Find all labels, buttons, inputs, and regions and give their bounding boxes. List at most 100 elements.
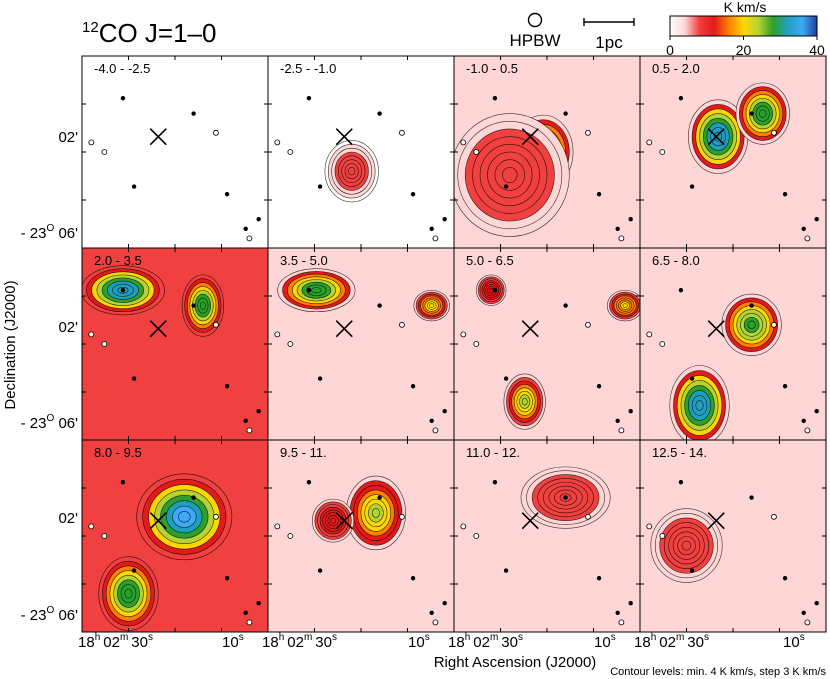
emission-contour: [681, 540, 692, 551]
panel-ticks: [82, 56, 268, 248]
star-marker-open: [246, 235, 253, 242]
star-marker-filled: [678, 480, 684, 485]
star-marker-open: [646, 523, 653, 530]
star-marker-open: [646, 331, 653, 338]
star-marker-filled: [224, 384, 230, 389]
star-marker-open: [399, 513, 405, 520]
channel-panels-grid: -4.0 - -2.5 -2.5 - -1.0 -1.0 - 0.5 0.5 - 2.…: [81, 55, 827, 633]
star-marker-open: [618, 427, 625, 434]
star-marker-filled: [243, 226, 248, 231]
emission-contour: [330, 517, 337, 524]
star-marker-filled: [306, 288, 312, 293]
title-molecule-line: CO J=1–0: [99, 18, 217, 48]
star-marker-filled: [814, 409, 819, 414]
emission-contour: [429, 303, 435, 308]
channel-panel: 8.0 - 9.5: [81, 439, 269, 633]
star-marker-open: [585, 129, 591, 136]
star-marker-open: [88, 139, 95, 146]
x-tick-18h02m30s: 18h 02m 30s: [78, 632, 153, 651]
star-marker-filled: [678, 288, 684, 293]
star-marker-open: [399, 129, 405, 136]
star-marker-open: [771, 321, 777, 328]
star-marker-filled: [410, 192, 416, 197]
panel-velocity-range: 12.5 - 14.: [652, 445, 707, 460]
star-marker-filled: [131, 184, 137, 189]
star-marker-filled: [317, 568, 323, 573]
star-marker-open: [804, 619, 811, 626]
star-marker-filled: [492, 96, 498, 101]
star-marker-open: [213, 321, 219, 328]
x-tick-18h02m30s: 18h 02m 30s: [448, 632, 523, 651]
panel-ticks: [268, 56, 454, 248]
star-marker-open: [432, 235, 439, 242]
x-tick-10s: 10s: [222, 632, 244, 651]
figure-title: 12CO J=1–0: [82, 18, 216, 48]
star-marker-filled: [191, 303, 196, 308]
star-marker-filled: [689, 376, 695, 381]
emission-contour: [489, 288, 494, 293]
star-marker-filled: [224, 576, 230, 581]
star-marker-filled: [814, 601, 819, 606]
x-tick-18h02m30s: 18h 02m 30s: [262, 632, 337, 651]
cross-marker-icon: [521, 320, 539, 338]
star-marker-filled: [120, 96, 126, 101]
y-tick-minus23-06: - 23O 06': [21, 413, 78, 432]
contour-levels-footnote: Contour levels: min. 4 K km/s, step 3 K …: [610, 666, 826, 678]
emission-contour: [178, 511, 191, 523]
cross-marker-icon: [707, 320, 725, 338]
emission-contour: [311, 287, 322, 294]
star-marker-open: [287, 149, 294, 155]
cross-marker-icon: [335, 128, 353, 146]
star-marker-filled: [317, 184, 323, 189]
channel-panel: 6.5 - 8.0: [639, 247, 827, 441]
panel-ticks: [82, 248, 268, 440]
y-axis-label: Declination (J2000): [2, 280, 19, 409]
panel-background: [454, 248, 640, 440]
emission-contour: [714, 131, 723, 142]
star-marker-open: [101, 341, 108, 347]
star-marker-filled: [782, 576, 788, 581]
star-marker-filled: [503, 568, 509, 573]
panel-velocity-range: 9.5 - 11.: [280, 445, 327, 460]
emission-contour: [348, 167, 356, 176]
channel-panel: -1.0 - 0.5: [453, 55, 641, 249]
star-marker-filled: [191, 111, 196, 116]
panel-velocity-range: -2.5 - -1.0: [280, 61, 336, 76]
x-axis-label: Right Ascension (J2000): [434, 654, 597, 671]
panel-velocity-range: 6.5 - 8.0: [652, 253, 700, 268]
panel-ticks: [454, 440, 640, 632]
star-marker-filled: [782, 384, 788, 389]
star-marker-open: [659, 149, 666, 155]
emission-contour: [371, 508, 380, 518]
x-tick-10s: 10s: [408, 632, 430, 651]
star-marker-filled: [410, 576, 416, 581]
star-marker-open: [585, 321, 591, 328]
star-marker-filled: [689, 568, 695, 573]
star-marker-open: [659, 341, 666, 347]
star-marker-filled: [377, 111, 382, 116]
emission-contour: [124, 588, 133, 599]
star-marker-filled: [689, 184, 695, 189]
colorbar-unit-label: K km/s: [724, 0, 767, 15]
panel-ticks: [454, 56, 640, 248]
cross-marker-icon: [521, 512, 539, 530]
star-marker-filled: [442, 601, 447, 606]
star-marker-filled: [749, 111, 754, 116]
title-isotope-superscript: 12: [82, 19, 99, 36]
panel-ticks: [640, 248, 826, 440]
colorbar-tick-label: 0: [666, 42, 674, 58]
emission-contour: [759, 109, 767, 118]
y-tick-labels: 02' - 23O 06' 02' - 23O 06' 02' - 23O 06…: [21, 129, 78, 624]
panel-velocity-range: -4.0 - -2.5: [94, 61, 150, 76]
star-marker-filled: [120, 480, 126, 485]
y-tick-minus23-06: - 23O 06': [21, 605, 78, 624]
channel-panel: 9.5 - 11.: [267, 439, 455, 633]
star-marker-filled: [563, 303, 568, 308]
star-marker-open: [101, 533, 108, 539]
star-marker-open: [101, 149, 108, 155]
star-marker-filled: [596, 576, 602, 581]
star-marker-open: [246, 427, 253, 434]
emission-contour: [521, 397, 528, 406]
star-marker-open: [432, 619, 439, 626]
star-marker-filled: [429, 418, 434, 423]
